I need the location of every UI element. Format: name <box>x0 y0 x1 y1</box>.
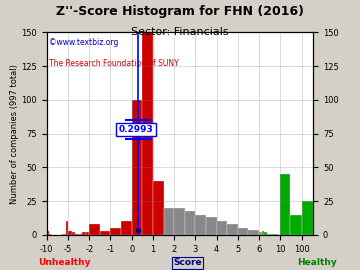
Bar <box>206 217 217 235</box>
Text: Score: Score <box>173 258 202 267</box>
Bar <box>267 234 270 235</box>
Bar <box>272 234 275 235</box>
Bar <box>100 231 111 235</box>
Bar <box>264 232 267 235</box>
Bar <box>195 215 206 235</box>
Bar <box>185 211 195 235</box>
Bar <box>78 234 82 235</box>
Bar <box>111 228 121 235</box>
Bar <box>66 221 68 235</box>
Bar <box>217 221 227 235</box>
Bar <box>68 231 72 235</box>
Text: Sector: Financials: Sector: Financials <box>131 27 229 37</box>
Bar <box>153 181 163 235</box>
Bar <box>290 215 302 235</box>
Text: ©www.textbiz.org: ©www.textbiz.org <box>49 39 119 48</box>
Bar <box>280 174 290 235</box>
Bar <box>163 208 174 235</box>
Bar <box>259 232 262 235</box>
Bar <box>275 234 278 235</box>
Bar <box>86 232 89 235</box>
Bar <box>227 224 238 235</box>
Y-axis label: Number of companies (997 total): Number of companies (997 total) <box>10 64 19 204</box>
Bar <box>75 234 78 235</box>
Text: Unhealthy: Unhealthy <box>39 258 91 267</box>
Text: The Research Foundation of SUNY: The Research Foundation of SUNY <box>49 59 179 68</box>
Bar <box>248 230 259 235</box>
Text: Healthy: Healthy <box>297 258 337 267</box>
Bar <box>174 208 185 235</box>
Bar <box>89 224 100 235</box>
Bar <box>62 234 64 235</box>
Bar <box>82 232 86 235</box>
Bar <box>238 228 248 235</box>
Bar <box>47 231 49 235</box>
Bar <box>302 201 313 235</box>
Bar <box>49 234 51 235</box>
Bar <box>262 231 264 235</box>
Bar <box>132 100 142 235</box>
Bar <box>64 234 66 235</box>
Bar <box>121 221 132 235</box>
Text: 0.2993: 0.2993 <box>118 125 153 134</box>
Bar <box>72 232 75 235</box>
Bar <box>270 234 272 235</box>
Text: Z''-Score Histogram for FHN (2016): Z''-Score Histogram for FHN (2016) <box>56 5 304 18</box>
Bar <box>142 32 153 235</box>
